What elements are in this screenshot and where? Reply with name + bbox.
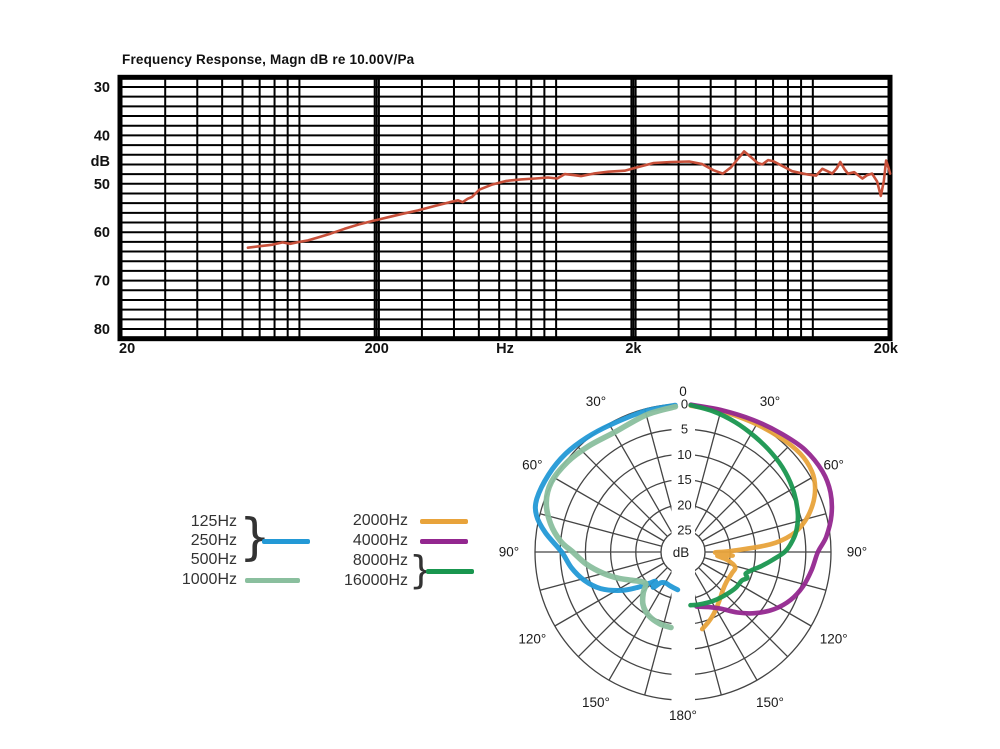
svg-text:90°: 90° <box>847 545 867 560</box>
svg-text:dB: dB <box>673 545 690 560</box>
svg-text:15: 15 <box>677 472 691 487</box>
svg-text:50: 50 <box>94 177 110 193</box>
svg-text:80: 80 <box>94 322 110 338</box>
svg-text:120°: 120° <box>518 632 546 647</box>
legend-label-125hz: 125Hz <box>190 513 237 530</box>
legend-line-125-500hz <box>262 539 310 544</box>
legend-label-16000hz: 16000Hz <box>343 572 408 589</box>
svg-text:120°: 120° <box>820 632 848 647</box>
polar-curve-1000Hz <box>543 403 679 631</box>
svg-text:150°: 150° <box>582 695 610 710</box>
svg-text:70: 70 <box>94 274 110 290</box>
svg-text:60°: 60° <box>522 458 542 473</box>
legend-line-1000hz <box>245 578 300 583</box>
polar-curve-4000Hz <box>688 402 835 616</box>
svg-text:5: 5 <box>681 422 688 437</box>
svg-text:40: 40 <box>94 128 110 144</box>
svg-text:180°: 180° <box>669 708 697 723</box>
legend-label-4000hz: 4000Hz <box>352 532 408 549</box>
svg-text:2k: 2k <box>625 341 642 357</box>
svg-text:dB: dB <box>91 154 110 170</box>
legend-line-2000hz <box>420 519 468 524</box>
frequency-response-chart: 30 40 50 60 70 80 dB 20 200 Hz 2k 20k <box>91 74 899 357</box>
polar-curve-125-500Hz <box>532 402 681 593</box>
svg-text:10: 10 <box>677 447 691 462</box>
svg-text:30: 30 <box>94 80 110 96</box>
svg-text:20: 20 <box>119 341 135 357</box>
polar-curve-2000Hz <box>688 403 818 632</box>
svg-text:60°: 60° <box>823 458 843 473</box>
svg-text:30°: 30° <box>760 394 780 409</box>
svg-text:20k: 20k <box>874 341 899 357</box>
legend-line-8000-16000hz <box>426 569 474 574</box>
fr-chart-title: Frequency Response, Magn dB re 10.00V/Pa <box>122 52 415 67</box>
legend-line-4000hz <box>420 539 468 544</box>
svg-text:Hz: Hz <box>496 341 514 357</box>
svg-text:30°: 30° <box>586 394 606 409</box>
legend-label-2000hz: 2000Hz <box>352 512 408 529</box>
svg-text:25: 25 <box>677 523 691 538</box>
svg-text:90°: 90° <box>499 545 519 560</box>
polar-pattern-chart: 0 5 10 15 20 25 dB 0 30° 30° 60° 60° 90° 90° 120° 120° 1… <box>499 384 867 723</box>
svg-text:0: 0 <box>681 397 688 412</box>
svg-text:200: 200 <box>365 341 389 357</box>
svg-text:0: 0 <box>679 384 687 399</box>
legend-label-500hz: 500Hz <box>190 551 237 568</box>
legend-label-250hz: 250Hz <box>190 532 237 549</box>
svg-text:60: 60 <box>94 225 110 241</box>
fr-response-curve <box>246 150 892 249</box>
legend-label-8000hz: 8000Hz <box>352 552 408 569</box>
svg-text:150°: 150° <box>756 695 784 710</box>
legend-brace-low-group: } <box>239 508 271 566</box>
legend-label-1000hz: 1000Hz <box>181 571 237 588</box>
svg-text:20: 20 <box>677 497 691 512</box>
polar-curve-8000-16000Hz <box>688 402 801 608</box>
